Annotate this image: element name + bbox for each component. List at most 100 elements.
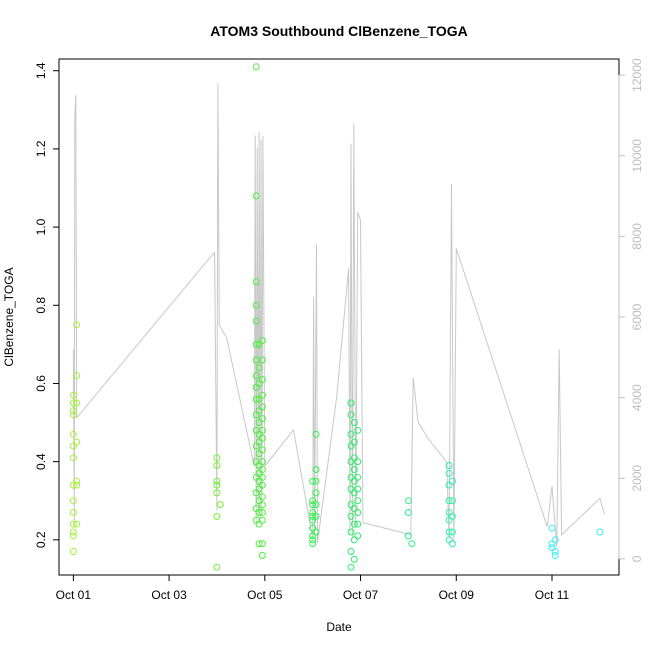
x-tick-label: Oct 03 (151, 588, 187, 602)
data-point (258, 458, 266, 466)
data-point (252, 395, 260, 403)
data-point (258, 434, 266, 442)
data-point (255, 540, 263, 548)
data-point (73, 399, 81, 407)
data-point (350, 419, 358, 426)
y-tick-label: 1.2 (34, 140, 48, 157)
data-point (255, 364, 263, 372)
data-point (309, 536, 317, 544)
data-point (252, 301, 260, 309)
y-tick-label: 0.6 (34, 375, 48, 392)
data-point (445, 497, 453, 505)
data-point (73, 438, 81, 446)
data-point (73, 372, 81, 380)
data-point (255, 509, 263, 516)
data-point (448, 540, 456, 548)
data-point (258, 391, 266, 399)
data-point (258, 473, 266, 481)
data-point (350, 466, 358, 473)
data-point (347, 563, 355, 571)
data-point (354, 485, 362, 493)
data-point (350, 520, 358, 528)
data-point (73, 321, 81, 329)
altitude-line-layer (72, 83, 606, 547)
data-point (312, 512, 320, 520)
data-point (255, 497, 263, 505)
data-point (347, 411, 355, 419)
data-point (69, 528, 77, 536)
data-point (258, 415, 266, 423)
data-point (551, 548, 559, 555)
data-point (213, 512, 221, 520)
data-point (312, 528, 320, 536)
data-point (213, 489, 221, 497)
data-point (252, 278, 260, 286)
data-point (252, 192, 260, 200)
data-point (69, 399, 77, 407)
data-point (404, 509, 412, 516)
data-point (350, 536, 358, 544)
y-tick-label: 0.2 (34, 531, 48, 548)
data-point (350, 477, 358, 485)
data-point (445, 528, 453, 536)
data-point (258, 466, 266, 473)
data-point (354, 458, 362, 466)
right-tick-label: 6000 (630, 303, 644, 330)
y-tick-label: 0.4 (34, 453, 48, 470)
data-point (73, 520, 81, 528)
right-tick-label: 8000 (630, 223, 644, 250)
data-point (551, 552, 559, 559)
data-point (350, 555, 358, 563)
data-point (258, 376, 266, 383)
data-point (213, 481, 221, 489)
data-point (404, 497, 412, 505)
data-point (312, 489, 320, 497)
data-point (548, 544, 556, 552)
data-point (551, 536, 559, 544)
y-axis-left: 0.2 0.4 0.6 0.8 1.0 1.2 1.4 (34, 62, 60, 548)
data-point (350, 438, 358, 446)
right-tick-label: 2000 (630, 465, 644, 492)
data-point (448, 477, 456, 485)
data-point (312, 430, 320, 438)
data-point (350, 454, 358, 462)
data-point (213, 454, 221, 462)
data-point (213, 563, 221, 571)
data-point (216, 501, 224, 509)
right-tick-label: 0 (630, 555, 644, 562)
data-point (252, 340, 260, 348)
data-point (258, 337, 266, 344)
x-tick-label: Oct 05 (247, 588, 283, 602)
data-point (309, 540, 317, 548)
data-point (258, 540, 266, 548)
data-point (69, 454, 77, 462)
data-point (73, 477, 81, 485)
data-point (258, 552, 266, 559)
data-point (258, 356, 266, 364)
data-point (354, 473, 362, 481)
data-point (350, 505, 358, 512)
data-point (448, 528, 456, 536)
data-point (69, 391, 77, 399)
data-point (347, 485, 355, 493)
data-point (213, 462, 221, 469)
data-point (347, 399, 355, 407)
y-axis-right: 0 2000 4000 6000 8000 10000 12000 (618, 58, 644, 562)
right-tick-label: 12000 (630, 58, 644, 92)
data-point (69, 497, 77, 505)
data-point (312, 466, 320, 473)
data-point (213, 477, 221, 485)
data-point (258, 481, 266, 489)
data-point (347, 528, 355, 536)
right-tick-label: 10000 (630, 139, 644, 173)
data-point (347, 548, 355, 555)
data-point (312, 501, 320, 509)
data-point (252, 372, 260, 380)
y-tick-label: 1.4 (34, 62, 48, 79)
data-point (69, 532, 77, 540)
data-point (448, 512, 456, 520)
x-tick-label: Oct 07 (343, 588, 379, 602)
data-point (354, 509, 362, 516)
data-point (258, 501, 266, 509)
